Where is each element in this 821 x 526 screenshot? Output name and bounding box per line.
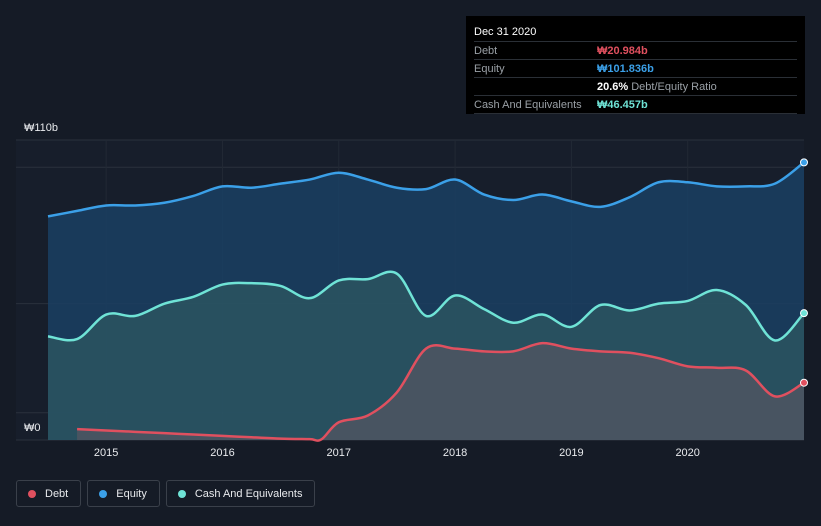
tooltip-debt-label: Debt <box>474 44 498 57</box>
x-tick-label: 2020 <box>675 447 699 459</box>
area-debt <box>77 343 805 441</box>
tooltip-ratio-value: 20.6% <box>597 80 629 93</box>
x-tick-label: 2018 <box>443 447 467 459</box>
tooltip-date: Dec 31 2020 <box>474 26 537 38</box>
legend: Debt Equity Cash And Equivalents <box>16 480 316 507</box>
tooltip-panel: Dec 31 2020 Debt ₩20.984b Equity ₩101.83… <box>466 16 805 114</box>
tooltip-equity-value: ₩101.836b <box>597 62 654 75</box>
endpoint-debt <box>800 378 808 387</box>
x-tick-label: 2017 <box>327 447 351 459</box>
legend-label-cash: Cash And Equivalents <box>194 487 303 500</box>
tooltip-row-cash: Cash And Equivalents ₩46.457b <box>474 95 797 114</box>
legend-dot-cash <box>177 489 186 498</box>
tooltip-row-equity: Equity ₩101.836b <box>474 59 797 77</box>
legend-label-equity: Equity <box>116 487 147 500</box>
y-tick-label: ₩0 <box>24 422 41 434</box>
tooltip-ratio-suffix: Debt/Equity Ratio <box>631 80 717 93</box>
legend-label-debt: Debt <box>45 487 69 500</box>
legend-dot-equity <box>99 489 108 498</box>
endpoint-equity <box>800 158 808 167</box>
legend-item-cash[interactable]: Cash And Equivalents <box>165 480 316 507</box>
line-cash-and-equivalents <box>47 270 805 342</box>
tooltip-equity-label: Equity <box>474 62 505 75</box>
y-tick-label: ₩110b <box>24 122 58 134</box>
tooltip-row-debt: Debt ₩20.984b <box>474 41 797 59</box>
legend-item-debt[interactable]: Debt <box>16 480 82 507</box>
x-tick-label: 2015 <box>94 447 118 459</box>
tooltip-row-ratio: 20.6% Debt/Equity Ratio <box>474 77 797 95</box>
line-equity <box>47 161 805 218</box>
tooltip-cash-value: ₩46.457b <box>597 98 648 111</box>
legend-item-equity[interactable]: Equity <box>87 480 160 507</box>
legend-dot-debt <box>28 489 36 498</box>
tooltip-cash-label: Cash And Equivalents <box>474 98 582 111</box>
endpoint-cash-and-equivalents <box>800 309 808 318</box>
x-tick-label: 2019 <box>559 447 583 459</box>
tooltip-debt-value: ₩20.984b <box>597 44 648 57</box>
line-debt <box>77 341 805 442</box>
x-tick-label: 2016 <box>210 447 234 459</box>
